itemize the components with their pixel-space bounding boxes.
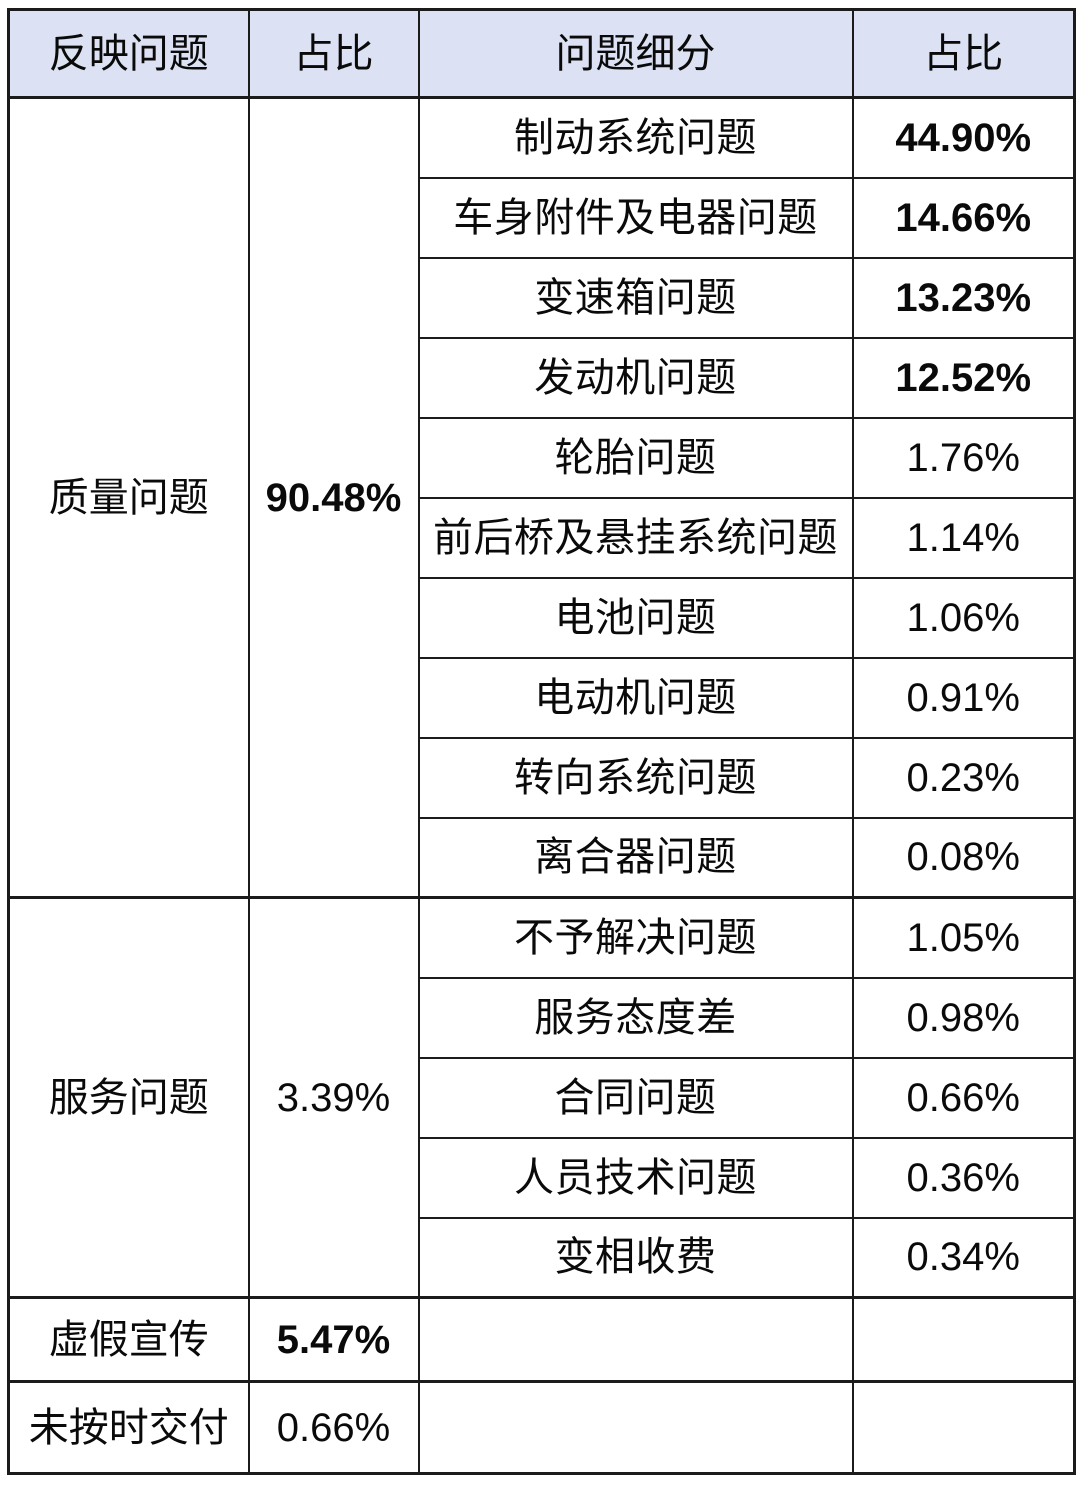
table-row: 车身附件及电器问题 14.66% (9, 176, 1076, 259)
table-row: 发动机问题 12.52% (9, 336, 1076, 419)
complaint-breakdown-table-wrap: 反映问题 占比 问题细分 占比 质量问题 90.48% 制动系统问题 44.90… (7, 8, 1076, 1475)
table-row: 合同问题 0.66% (9, 1056, 1076, 1139)
table-row: 变速箱问题 13.23% (9, 256, 1076, 339)
detail-share-cell: 0.08% (851, 816, 1076, 899)
category-cell: 虚假宣传 (7, 1296, 250, 1383)
detail-cell: 离合器问题 (417, 816, 854, 899)
category-share-cell: 5.47% (247, 1296, 420, 1383)
detail-cell: 电动机问题 (417, 656, 854, 739)
category-share-cell: 3.39% (247, 896, 420, 1299)
category-share-cell: 0.66% (247, 1380, 420, 1475)
header-share: 占比 (247, 8, 420, 99)
detail-cell: 车身附件及电器问题 (417, 176, 854, 259)
table-row: 电动机问题 0.91% (9, 656, 1076, 739)
detail-share-cell: 14.66% (851, 176, 1076, 259)
empty-detail-cell (417, 1296, 854, 1383)
detail-cell: 变相收费 (417, 1216, 854, 1299)
detail-cell: 不予解决问题 (417, 896, 854, 979)
detail-share-cell: 0.34% (851, 1216, 1076, 1299)
detail-share-cell: 1.14% (851, 496, 1076, 579)
table-row: 服务问题 3.39% 不予解决问题 1.05% (7, 896, 1076, 1299)
table-row: 虚假宣传 5.47% (7, 1296, 1076, 1383)
detail-share-cell: 0.66% (851, 1056, 1076, 1139)
empty-share-cell (851, 1380, 1076, 1475)
table-row: 转向系统问题 0.23% (9, 736, 1076, 819)
table-row: 未按时交付 0.66% (7, 1380, 1076, 1475)
detail-share-cell: 12.52% (851, 336, 1076, 419)
table-row: 电池问题 1.06% (9, 576, 1076, 659)
detail-share-cell: 0.36% (851, 1136, 1076, 1219)
header-detail-share: 占比 (851, 8, 1076, 99)
table-row: 前后桥及悬挂系统问题 1.14% (9, 496, 1076, 579)
detail-cell: 电池问题 (417, 576, 854, 659)
category-cell: 质量问题 (7, 96, 250, 899)
header-row: 反映问题 占比 问题细分 占比 (7, 8, 1076, 99)
category-share-cell: 90.48% (247, 96, 420, 899)
table-row: 变相收费 0.34% (9, 1216, 1076, 1299)
category-cell: 服务问题 (7, 896, 250, 1299)
detail-cell: 合同问题 (417, 1056, 854, 1139)
detail-cell: 转向系统问题 (417, 736, 854, 819)
detail-cell: 发动机问题 (417, 336, 854, 419)
category-cell: 未按时交付 (7, 1380, 250, 1475)
table-row: 轮胎问题 1.76% (9, 416, 1076, 499)
complaint-breakdown-table: 反映问题 占比 问题细分 占比 质量问题 90.48% 制动系统问题 44.90… (7, 8, 1076, 1475)
empty-share-cell (851, 1296, 1076, 1383)
table-row: 离合器问题 0.08% (9, 816, 1076, 899)
detail-cell: 前后桥及悬挂系统问题 (417, 496, 854, 579)
detail-share-cell: 0.23% (851, 736, 1076, 819)
detail-share-cell: 13.23% (851, 256, 1076, 339)
table-row: 人员技术问题 0.36% (9, 1136, 1076, 1219)
empty-detail-cell (417, 1380, 854, 1475)
detail-share-cell: 1.05% (851, 896, 1076, 979)
header-problem: 反映问题 (7, 8, 250, 99)
table-row: 服务态度差 0.98% (9, 976, 1076, 1059)
header-detail: 问题细分 (417, 8, 854, 99)
detail-share-cell: 0.91% (851, 656, 1076, 739)
detail-cell: 制动系统问题 (417, 96, 854, 179)
detail-cell: 变速箱问题 (417, 256, 854, 339)
detail-cell: 轮胎问题 (417, 416, 854, 499)
table-row: 质量问题 90.48% 制动系统问题 44.90% (7, 96, 1076, 899)
detail-share-cell: 1.76% (851, 416, 1076, 499)
detail-share-cell: 1.06% (851, 576, 1076, 659)
detail-cell: 服务态度差 (417, 976, 854, 1059)
detail-share-cell: 44.90% (851, 96, 1076, 179)
detail-cell: 人员技术问题 (417, 1136, 854, 1219)
detail-share-cell: 0.98% (851, 976, 1076, 1059)
